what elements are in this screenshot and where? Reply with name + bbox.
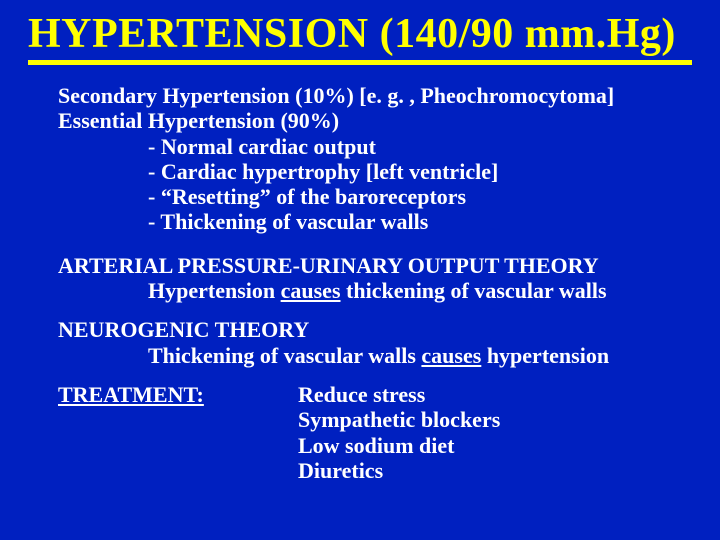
line-hypertrophy: - Cardiac hypertrophy [left ventricle]: [28, 159, 692, 184]
treatment-item-sodium: Low sodium diet: [298, 433, 692, 458]
section-treatment: TREATMENT: Reduce stress Sympathetic blo…: [28, 382, 692, 483]
section-types: Secondary Hypertension (10%) [e. g. , Ph…: [28, 83, 692, 235]
text-post: hypertension: [481, 343, 609, 368]
text-post: thickening of vascular walls: [341, 278, 607, 303]
treatment-item-stress: Reduce stress: [298, 382, 692, 407]
neurogenic-theory-heading: NEUROGENIC THEORY: [28, 317, 692, 342]
text-underlined: causes: [421, 343, 481, 368]
slide-title: HYPERTENSION (140/90 mm.Hg): [28, 10, 692, 65]
line-resetting: - “Resetting” of the baroreceptors: [28, 184, 692, 209]
section-neurogenic-theory: NEUROGENIC THEORY Thickening of vascular…: [28, 317, 692, 368]
text-pre: Thickening of vascular walls: [148, 343, 421, 368]
line-essential: Essential Hypertension (90%): [28, 108, 692, 133]
neurogenic-theory-text: Thickening of vascular walls causes hype…: [28, 343, 692, 368]
line-secondary: Secondary Hypertension (10%) [e. g. , Ph…: [28, 83, 692, 108]
treatment-label: TREATMENT:: [58, 382, 204, 407]
treatment-item-blockers: Sympathetic blockers: [298, 407, 692, 432]
section-arterial-theory: ARTERIAL PRESSURE-URINARY OUTPUT THEORY …: [28, 253, 692, 304]
arterial-theory-heading: ARTERIAL PRESSURE-URINARY OUTPUT THEORY: [28, 253, 692, 278]
line-normal-output: - Normal cardiac output: [28, 134, 692, 159]
line-thickening: - Thickening of vascular walls: [28, 209, 692, 234]
text-underlined: causes: [281, 278, 341, 303]
treatment-item-diuretics: Diuretics: [298, 458, 692, 483]
arterial-theory-text: Hypertension causes thickening of vascul…: [28, 278, 692, 303]
text-pre: Hypertension: [148, 278, 281, 303]
